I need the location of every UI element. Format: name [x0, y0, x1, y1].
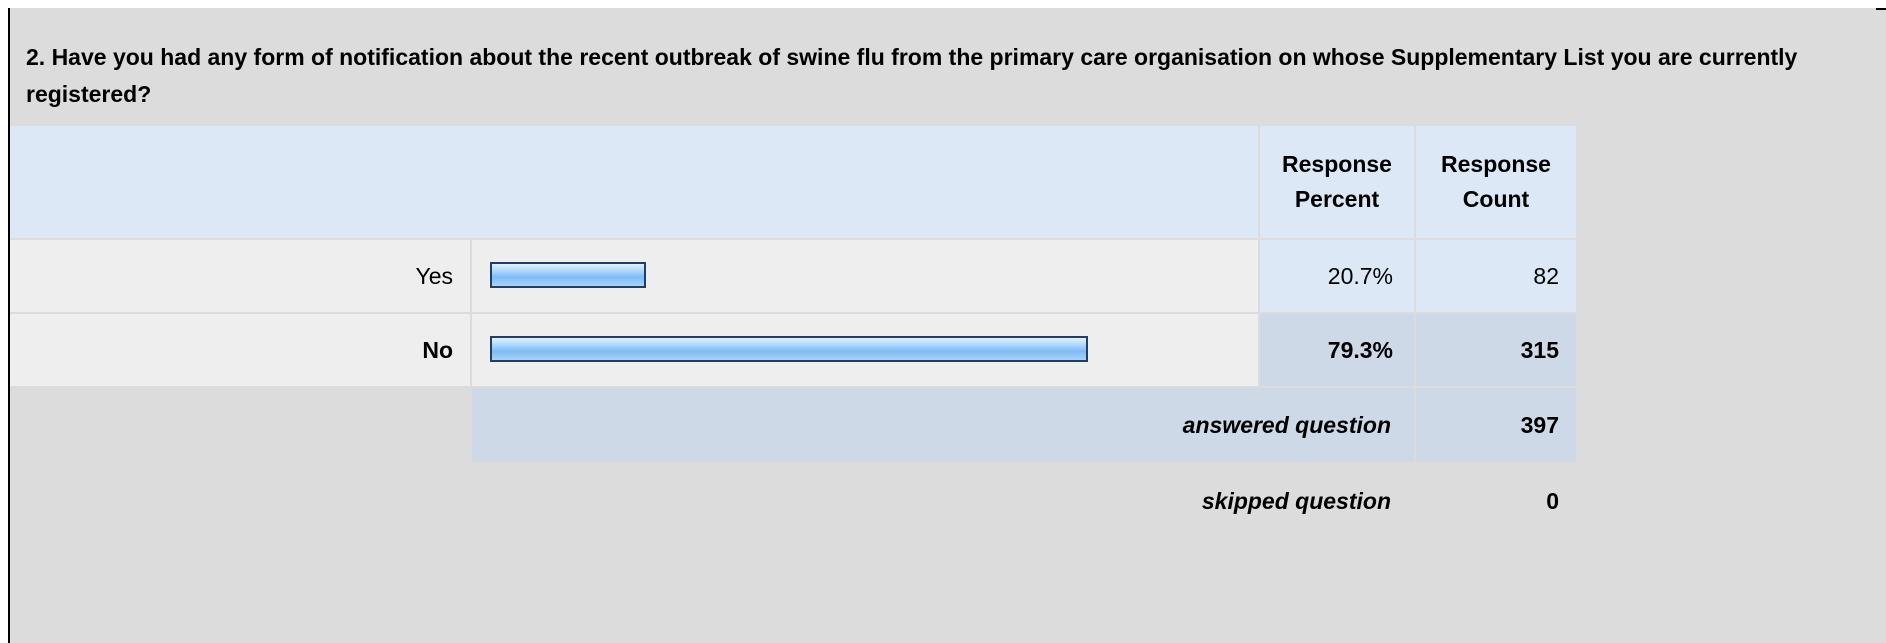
- answered-blank: [10, 388, 470, 462]
- skipped-question-label: skipped question: [472, 464, 1414, 539]
- bar-cell-no: [472, 314, 1258, 386]
- percent-yes: 20.7%: [1260, 240, 1414, 312]
- header-blank: [10, 126, 1258, 238]
- count-yes: 82: [1416, 240, 1576, 312]
- bar-yes: [490, 262, 646, 288]
- row-label-yes: Yes: [10, 240, 470, 312]
- bar-cell-yes: [472, 240, 1258, 312]
- answered-question-value: 397: [1416, 388, 1576, 462]
- row-label-no: No: [10, 314, 470, 386]
- header-response-percent: Response Percent: [1260, 126, 1414, 238]
- skipped-question-value: 0: [1416, 464, 1576, 539]
- answered-question-label: answered question: [472, 388, 1414, 462]
- percent-no: 79.3%: [1260, 314, 1414, 386]
- question-title: 2. Have you had any form of notification…: [10, 8, 1876, 126]
- bar-no: [490, 336, 1088, 362]
- skipped-blank: [10, 464, 470, 539]
- count-no: 315: [1416, 314, 1576, 386]
- header-response-count: Response Count: [1416, 126, 1576, 238]
